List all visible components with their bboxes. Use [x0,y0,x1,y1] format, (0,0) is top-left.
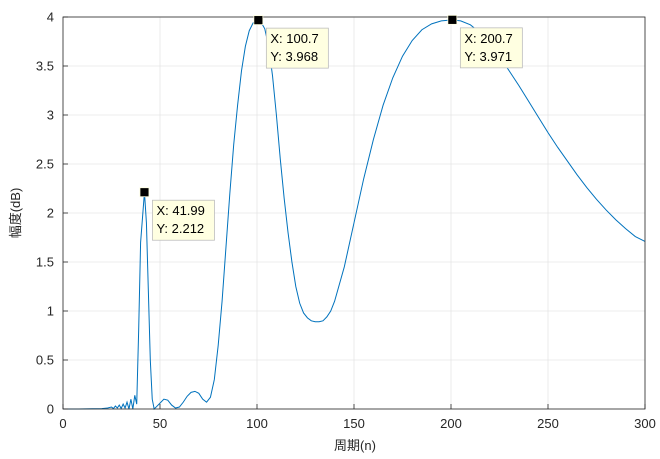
y-tick-label: 2.5 [36,157,54,172]
x-tick-label: 50 [153,416,167,431]
data-tip: X: 41.99 Y: 2.212 [139,187,215,241]
data-tip-x-label: X: 100.7 [270,31,318,46]
y-axis-label: 幅度(dB) [8,188,23,239]
data-tip-y-label: Y: 3.968 [270,49,318,64]
data-tip-marker [253,15,264,26]
y-tick-label: 3 [47,108,54,123]
y-tick-label: 1 [47,304,54,319]
data-tip: X: 100.7 Y: 3.968 [253,15,329,69]
x-tick-label: 150 [343,416,365,431]
data-tip-x-label: X: 200.7 [464,31,512,46]
y-tick-label: 3.5 [36,59,54,74]
data-tip-box [152,199,215,241]
y-tick-label: 4 [47,10,54,25]
data-tip-y-label: Y: 2.212 [156,221,204,236]
y-tick-label: 2 [47,206,54,221]
x-tick-label: 0 [59,416,66,431]
data-tip: X: 200.7 Y: 3.971 [447,14,523,69]
data-tip-marker [139,187,150,198]
x-tick-label: 100 [246,416,268,431]
data-tip-marker [447,14,458,25]
data-tips: X: 41.99 Y: 2.212 X: 100.7 Y: 3.968 X: 200.7… [139,14,523,241]
data-tip-box [265,27,329,69]
y-tick-label: 0 [47,402,54,417]
y-tick-label: 1.5 [36,255,54,270]
x-axis-label: 周期(n) [334,438,376,453]
data-tip-y-label: Y: 3.971 [464,49,512,64]
y-axis-ticks: 0 0.5 1 1.5 2 2.5 3 3.5 4 [36,10,68,417]
x-tick-label: 250 [537,416,559,431]
x-axis-ticks: 0 50 100 150 200 250 300 [59,404,656,431]
data-tip-box [459,27,523,69]
x-tick-label: 200 [440,416,462,431]
x-tick-label: 300 [634,416,656,431]
y-tick-label: 0.5 [36,353,54,368]
data-tip-x-label: X: 41.99 [156,203,204,218]
